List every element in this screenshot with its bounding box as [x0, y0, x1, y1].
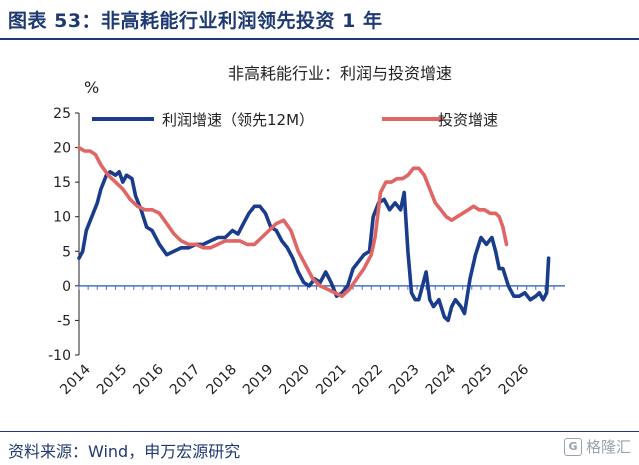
- chart-title: 非高耗能行业：利润与投资增速: [228, 64, 452, 83]
- x-tick-label: 2025: [459, 362, 496, 399]
- y-tick-label: 25: [53, 106, 71, 122]
- x-tick-label: 2024: [423, 361, 460, 398]
- x-tick-label: 2023: [386, 362, 423, 399]
- watermark-logo-icon: G: [563, 437, 582, 456]
- x-tick-label: 2015: [94, 362, 131, 399]
- figure-title: 图表 53：非高耗能行业利润领先投资 1 年: [8, 10, 383, 32]
- y-tick-label: 15: [53, 175, 71, 191]
- x-tick-label: 2018: [203, 362, 240, 399]
- y-tick-label: 20: [53, 141, 71, 157]
- x-tick-label: 2026: [496, 361, 533, 398]
- watermark: G 格隆汇: [563, 436, 631, 457]
- y-tick-label: 0: [62, 279, 71, 295]
- title-divider: [0, 38, 639, 40]
- series-line-investment: [77, 145, 509, 299]
- y-tick-label: -5: [57, 313, 71, 329]
- y-tick-label: 10: [53, 210, 71, 226]
- series-line-profit: [77, 170, 551, 323]
- legend-label: 投资增速: [438, 111, 498, 129]
- x-tick-label: 2016: [130, 361, 167, 398]
- watermark-text: 格隆汇: [585, 438, 631, 456]
- x-tick-label: 2020: [277, 362, 314, 399]
- x-tick-label: 2017: [167, 362, 204, 399]
- source-divider: [0, 431, 639, 432]
- legend-label: 利润增速（领先12M）: [162, 111, 314, 129]
- series-group: [77, 145, 551, 323]
- x-tick-label: 2021: [313, 362, 350, 399]
- y-tick-label: -10: [48, 348, 71, 364]
- y-tick-label: 5: [62, 244, 71, 260]
- line-chart: 非高耗能行业：利润与投资增速 % 利润增速（领先12M） 投资增速 2520151…: [48, 64, 565, 398]
- y-axis-unit: %: [84, 78, 99, 97]
- source-note: 资料来源：Wind，申万宏源研究: [8, 442, 241, 461]
- x-tick-label: 2014: [57, 361, 94, 398]
- x-tick-label: 2019: [240, 362, 277, 399]
- legend: 利润增速（领先12M） 投资增速: [92, 111, 498, 129]
- x-tick-label: 2022: [350, 362, 387, 399]
